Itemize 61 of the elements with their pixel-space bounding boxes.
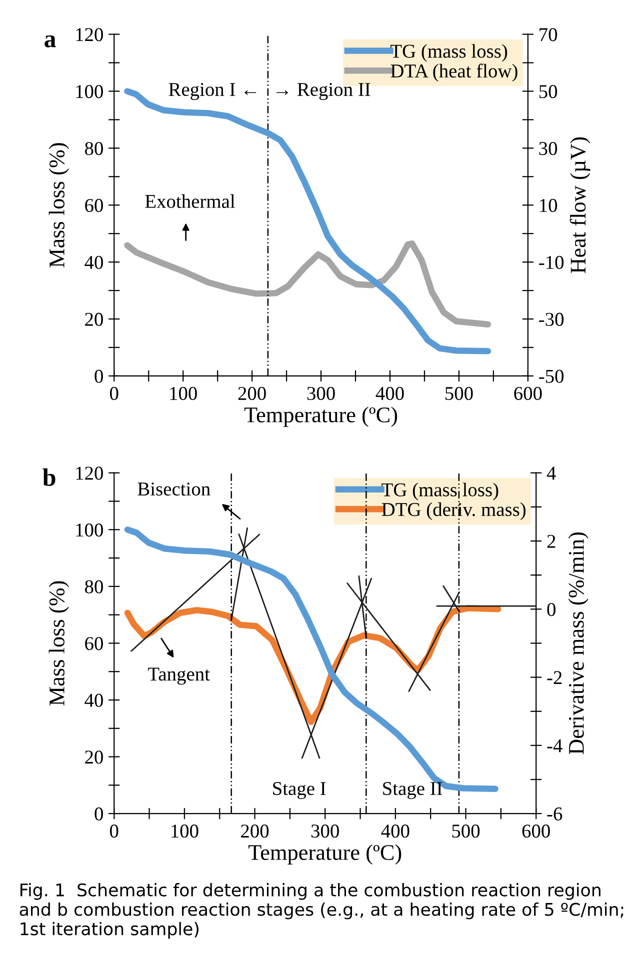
y-tick-label: 0 [94, 370, 103, 383]
x-tick-label: 500 [452, 824, 480, 838]
y-tick-label: 100 [76, 85, 103, 98]
y2-tick-label: -50 [539, 370, 564, 383]
x-tick-label: 300 [311, 824, 339, 838]
x-tick-label: 100 [170, 386, 197, 400]
y2-tick-label: -2 [547, 671, 562, 684]
y-tick-label: 0 [94, 807, 103, 820]
y-tick-label: 20 [85, 312, 103, 326]
x-axis-title: Temperature (ºC) [248, 844, 402, 865]
y2-tick-label: -6 [547, 807, 562, 820]
y-axis-title: Mass loss (%) [48, 581, 69, 706]
y-tick-label: 60 [85, 198, 103, 212]
annotation: Bisection [138, 482, 210, 496]
legend-label: TG (mass loss) [390, 44, 508, 62]
y2-tick-label: 4 [546, 466, 556, 480]
legend-label: TG (mass loss) [382, 482, 498, 500]
x-tick-label: 600 [522, 824, 550, 838]
y-tick-label: 20 [85, 750, 103, 764]
x-tick-label: 100 [172, 824, 198, 838]
y2-tick-label: -10 [539, 256, 564, 269]
annotation: Tangent [148, 668, 210, 685]
annotation: Region I ← [168, 82, 256, 100]
y2-tick-label: 30 [539, 142, 558, 156]
y2-tick-label: 2 [547, 534, 556, 548]
legend-label: DTG (deriv. mass) [382, 502, 526, 520]
chart-title: b [42, 468, 56, 486]
x-tick-label: 400 [381, 824, 410, 838]
x-axis-title: Temperature (ºC) [244, 406, 398, 427]
x-tick-label: 0 [110, 824, 118, 838]
x-tick-label: 500 [446, 386, 473, 400]
y-axis-title: Mass loss (%) [48, 143, 69, 268]
y2-axis-title: Heat flow (µV) [570, 137, 590, 274]
y-tick-label: 40 [84, 694, 103, 707]
y-tick-label: 40 [84, 256, 103, 269]
y-tick-label: 120 [76, 466, 103, 480]
x-tick-label: 300 [307, 386, 335, 400]
annotation: Stage II [383, 782, 442, 800]
y-tick-label: 120 [76, 28, 103, 42]
y-tick-label: 100 [76, 523, 103, 537]
y-tick-label: 80 [84, 580, 103, 594]
y2-axis-title: Derivative mass (%/min) [568, 532, 588, 754]
annotation: Exothermal [145, 194, 235, 208]
x-tick-label: 200 [238, 386, 266, 400]
x-tick-label: 0 [110, 386, 118, 400]
legend-label: DTA (heat flow) [390, 64, 518, 82]
x-tick-label: 400 [376, 386, 404, 400]
x-tick-label: 200 [241, 824, 269, 838]
y2-tick-label: 70 [540, 28, 558, 42]
annotation: → Region II [276, 82, 370, 100]
y-tick-label: 80 [84, 142, 103, 156]
y2-tick-label: -30 [539, 312, 564, 326]
caption: Fig. 1 Schematic for determining a the combustion reaction region and b combustion reaction stages (e.g., at a heating rate of 5 ºC/min; 1st iteration sample) [20, 883, 624, 939]
x-tick-label: 600 [514, 386, 542, 400]
y2-tick-label: 50 [539, 85, 558, 98]
chart-title: a [44, 35, 56, 48]
y2-tick-label: 10 [540, 198, 558, 212]
y2-tick-label: 0 [547, 602, 556, 616]
annotation: Stage I [273, 782, 326, 800]
y2-tick-label: -4 [547, 739, 562, 752]
y-tick-label: 60 [85, 637, 103, 650]
